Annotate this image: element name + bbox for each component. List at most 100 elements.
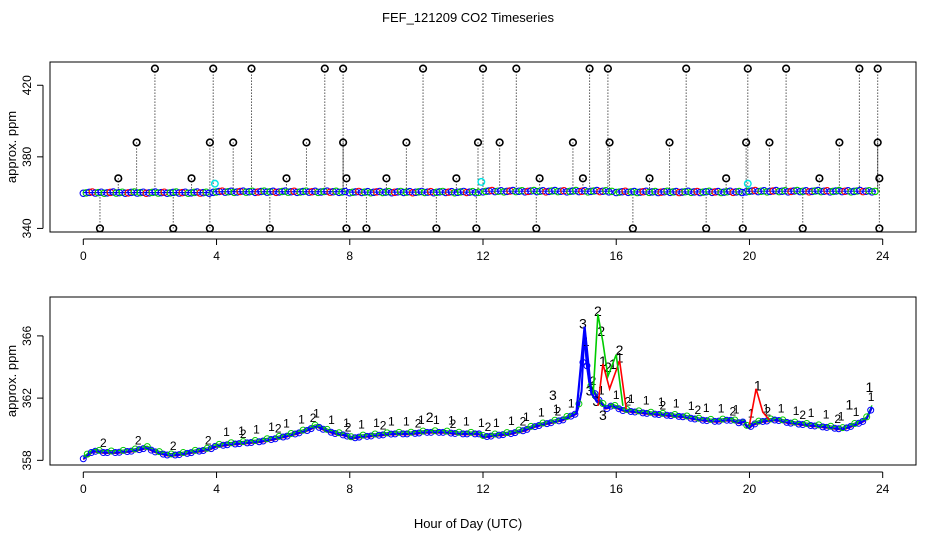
trace-point bbox=[843, 424, 851, 432]
trace-point bbox=[319, 425, 327, 433]
flag-point bbox=[478, 64, 488, 73]
trace-point bbox=[663, 411, 671, 419]
series-2-label: 2 bbox=[240, 427, 247, 441]
flag-point bbox=[114, 174, 123, 183]
series-2-label: 2 bbox=[594, 303, 602, 319]
trace-point bbox=[215, 440, 223, 448]
trace-point bbox=[123, 448, 131, 456]
trace-point bbox=[107, 447, 115, 455]
trace-point bbox=[223, 441, 231, 449]
trace-line bbox=[82, 334, 873, 461]
trace-point bbox=[719, 415, 727, 423]
trace-point bbox=[427, 428, 435, 436]
trace-point bbox=[707, 415, 715, 423]
flag-point bbox=[418, 64, 428, 73]
trace-point bbox=[575, 400, 583, 408]
trace-point bbox=[503, 429, 511, 437]
trace-point bbox=[799, 421, 807, 429]
series-2-label: 2 bbox=[426, 409, 434, 425]
x-tick-label: 24 bbox=[876, 482, 890, 496]
trace-point bbox=[207, 445, 215, 453]
flag-point bbox=[665, 138, 674, 147]
flag-point bbox=[603, 64, 613, 73]
flag-point bbox=[781, 64, 791, 73]
series-1-label: 1 bbox=[283, 417, 290, 431]
flag-point bbox=[302, 138, 311, 147]
trace-point bbox=[83, 450, 91, 458]
trace-point bbox=[339, 431, 347, 439]
trace-point bbox=[691, 415, 699, 423]
trace-point bbox=[563, 412, 571, 420]
trace-point bbox=[235, 440, 243, 448]
trace-point bbox=[507, 430, 515, 438]
plot-frame-bottom bbox=[49, 296, 917, 466]
trace-point bbox=[639, 409, 647, 417]
bump-line bbox=[748, 388, 771, 425]
series-1-label: 1 bbox=[778, 402, 785, 416]
y-tick-label: 366 bbox=[20, 326, 34, 346]
series-2-label: 2 bbox=[660, 398, 667, 412]
baseline-point bbox=[474, 188, 483, 197]
trace-point bbox=[855, 419, 863, 427]
flag-point bbox=[873, 138, 882, 147]
series-1-label: 1 bbox=[553, 402, 560, 416]
trace-point bbox=[531, 423, 539, 431]
trace-point bbox=[435, 428, 443, 436]
series-1-label: 1 bbox=[388, 414, 395, 428]
series-2-label: 2 bbox=[100, 436, 107, 450]
trace-point bbox=[551, 416, 559, 424]
flag-point bbox=[452, 174, 461, 183]
flag-point bbox=[247, 64, 256, 73]
flag-point bbox=[578, 174, 588, 183]
y-axis-label-bottom: approx. ppm bbox=[4, 345, 19, 417]
x-tick-label: 0 bbox=[80, 482, 87, 496]
trace-point bbox=[311, 421, 319, 429]
trace-point bbox=[143, 443, 151, 451]
cyan-point bbox=[743, 179, 752, 188]
y-axis-label-top: approx. ppm bbox=[4, 111, 19, 183]
trace-point bbox=[815, 421, 823, 429]
trace-point bbox=[195, 447, 203, 455]
trace-point bbox=[411, 429, 419, 437]
flag-point bbox=[738, 224, 747, 233]
series-2-label: 2 bbox=[729, 404, 736, 418]
series-1-label: 1 bbox=[703, 401, 710, 415]
series-1-label: 1 bbox=[418, 413, 425, 427]
series-1-label: 1 bbox=[808, 406, 815, 420]
trace-point bbox=[159, 450, 167, 458]
x-tick-label: 4 bbox=[213, 249, 220, 263]
series-1-label: 1 bbox=[358, 417, 365, 431]
trace-point bbox=[687, 414, 695, 422]
trace-point bbox=[175, 451, 183, 459]
trace-point bbox=[111, 449, 119, 457]
trace-point bbox=[703, 417, 711, 425]
series-1-label: 1 bbox=[433, 413, 440, 427]
flag-point bbox=[169, 224, 178, 233]
x-tick-label: 16 bbox=[610, 482, 624, 496]
series-1-label: 1 bbox=[853, 405, 860, 419]
series-1-label: 1 bbox=[508, 414, 515, 428]
trace-point bbox=[287, 430, 295, 438]
trace-point bbox=[811, 422, 819, 430]
series-1-label: 1 bbox=[613, 388, 620, 402]
cyan-point bbox=[477, 177, 486, 186]
trace-point bbox=[419, 427, 427, 435]
flag-point bbox=[95, 224, 105, 233]
trace-point bbox=[431, 427, 439, 435]
trace-point bbox=[443, 427, 451, 435]
trace-point bbox=[331, 429, 339, 437]
trace-point bbox=[199, 446, 207, 454]
flag-point bbox=[585, 64, 594, 73]
trace-point bbox=[827, 422, 835, 430]
flag-point bbox=[187, 174, 196, 183]
x-tick-label: 12 bbox=[476, 249, 490, 263]
trace-point bbox=[579, 358, 587, 366]
trace-point bbox=[635, 407, 643, 415]
trace-point bbox=[627, 407, 635, 415]
trace-point bbox=[675, 412, 683, 420]
trace-point bbox=[163, 451, 171, 459]
series-1-label: 1 bbox=[643, 394, 650, 408]
series-1-label: 1 bbox=[238, 424, 245, 438]
trace-point bbox=[495, 431, 503, 439]
